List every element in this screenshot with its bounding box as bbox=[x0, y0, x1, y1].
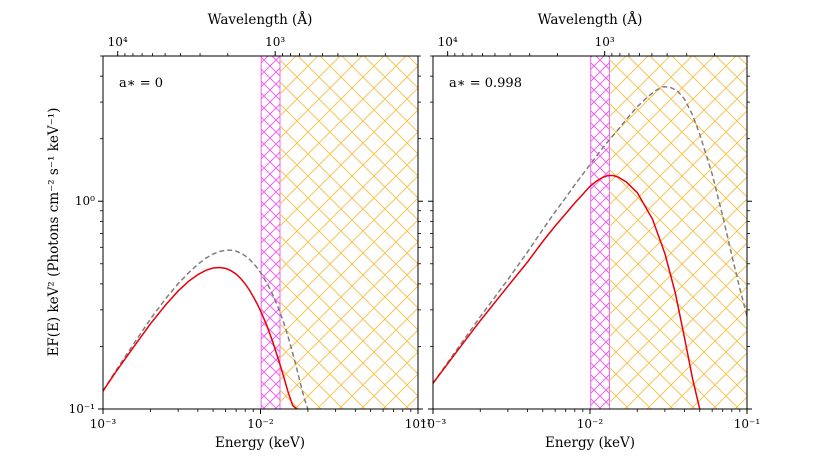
y-tick-label: 10⁰ bbox=[75, 194, 95, 208]
left-panel: 10⁻³ 10⁻² 10⁻¹ 10⁴ 10³ 10⁻¹ 10⁰ a∗ = 0 Wavelen… bbox=[69, 12, 432, 451]
magenta-band bbox=[590, 56, 610, 409]
solid-model-curve bbox=[433, 174, 701, 409]
right-axis-ticks: 10⁻³ 10⁻² 10⁻¹ 10⁴ 10³ bbox=[420, 35, 760, 431]
dashed-model-curve bbox=[433, 86, 747, 384]
x-tick-label: 10⁻² bbox=[577, 417, 604, 431]
top-axis-label: Wavelength (Å) bbox=[208, 12, 313, 28]
x-tick-label: 10⁻² bbox=[247, 417, 274, 431]
spin-annotation: a∗ = 0.998 bbox=[449, 76, 522, 91]
dashed-model-curve bbox=[103, 249, 309, 409]
x-tick-label: 10⁻³ bbox=[420, 417, 447, 431]
solid-model-curve bbox=[103, 266, 298, 409]
x-tick-label: 10⁻¹ bbox=[405, 417, 431, 431]
top-tick-label: 10⁴ bbox=[438, 35, 458, 49]
orange-band bbox=[280, 56, 418, 409]
top-tick-label: 10³ bbox=[265, 35, 285, 49]
x-tick-label: 10⁻¹ bbox=[734, 417, 760, 431]
orange-band bbox=[609, 56, 747, 409]
y-tick-label: 10⁻¹ bbox=[69, 402, 95, 416]
right-panel: 10⁻³ 10⁻² 10⁻¹ 10⁴ 10³ a∗ = 0.998 Wavelength… bbox=[420, 12, 760, 451]
top-tick-label: 10³ bbox=[595, 35, 615, 49]
bottom-axis-label: Energy (keV) bbox=[215, 435, 305, 451]
x-tick-label: 10⁻³ bbox=[90, 417, 117, 431]
y-axis-label: EF(E) keV² (Photons cm⁻² s⁻¹ keV⁻¹) bbox=[46, 108, 62, 357]
spin-annotation: a∗ = 0 bbox=[119, 76, 163, 91]
top-tick-label: 10⁴ bbox=[108, 35, 128, 49]
left-axis-ticks: 10⁻³ 10⁻² 10⁻¹ 10⁴ 10³ 10⁻¹ 10⁰ bbox=[69, 35, 432, 431]
top-axis-label: Wavelength (Å) bbox=[538, 12, 643, 28]
bottom-axis-label: Energy (keV) bbox=[545, 435, 635, 451]
